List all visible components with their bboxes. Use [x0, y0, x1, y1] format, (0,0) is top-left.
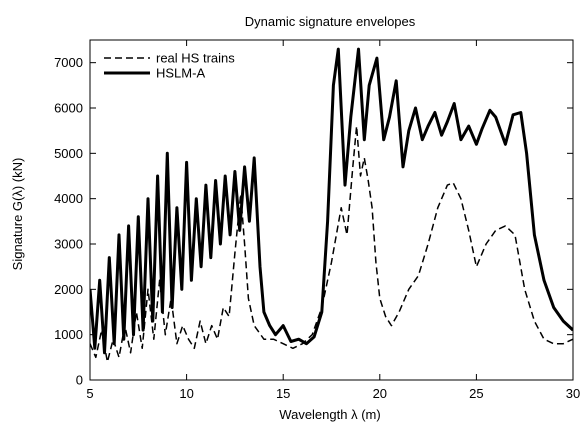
x-tick-label: 30 — [566, 386, 580, 401]
x-tick-label: 5 — [86, 386, 93, 401]
axis-layer: 5 10 15 20 25 30 0 1000 2000 3000 4000 5000 6000 7000 — [54, 40, 580, 401]
y-tick-label: 5000 — [54, 146, 83, 161]
y-tick-label: 0 — [76, 373, 83, 388]
y-tick-label: 6000 — [54, 101, 83, 116]
series-line-0 — [90, 125, 573, 363]
y-tick-label: 4000 — [54, 191, 83, 206]
chart-title: Dynamic signature envelopes — [245, 14, 416, 29]
legend-label-0: real HS trains — [156, 51, 235, 66]
y-tick-label: 1000 — [54, 327, 83, 342]
y-tick-label: 3000 — [54, 237, 83, 252]
x-tick-label: 20 — [373, 386, 387, 401]
x-tick-label: 25 — [469, 386, 483, 401]
plot-frame — [89, 39, 574, 381]
x-axis-label: Wavelength λ (m) — [279, 407, 380, 422]
x-tick-label: 15 — [276, 386, 290, 401]
series-line-1 — [90, 47, 573, 355]
y-tick-label: 2000 — [54, 282, 83, 297]
x-tick-label: 10 — [179, 386, 193, 401]
y-axis-label: Signature G(λ) (kN) — [10, 158, 25, 271]
legend-label-1: HSLM-A — [156, 66, 205, 81]
y-tick-label: 7000 — [54, 55, 83, 70]
series-layer — [90, 47, 573, 363]
